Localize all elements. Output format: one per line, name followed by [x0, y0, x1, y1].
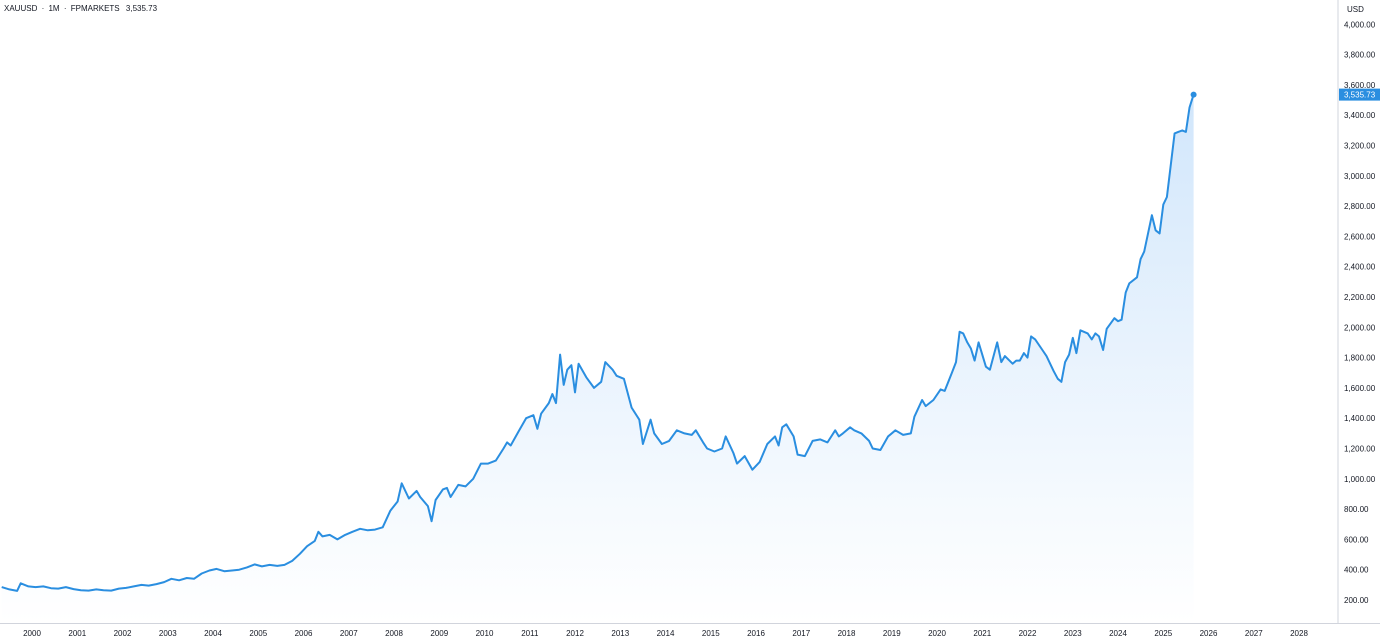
- y-tick-label: 2,400.00: [1344, 263, 1376, 272]
- symbol-name: XAUUSD: [4, 4, 38, 13]
- x-tick-label: 2023: [1064, 629, 1082, 638]
- exchange-label: FPMARKETS: [70, 4, 120, 13]
- x-tick-label: 2019: [883, 629, 901, 638]
- x-tick-label: 2018: [838, 629, 856, 638]
- x-tick-label: 2014: [657, 629, 675, 638]
- x-tick-label: 2013: [611, 629, 629, 638]
- last-price-tag: 3,535.73: [1339, 88, 1380, 101]
- symbol-legend[interactable]: XAUUSD · 1M · FPMARKETS 3,535.73: [4, 4, 157, 13]
- y-tick-label: 3,000.00: [1344, 172, 1376, 181]
- y-tick-label: 1,800.00: [1344, 354, 1376, 363]
- x-tick-label: 2025: [1154, 629, 1172, 638]
- x-tick-label: 2002: [114, 629, 132, 638]
- x-tick-label: 2028: [1290, 629, 1308, 638]
- x-tick-label: 2003: [159, 629, 177, 638]
- x-tick-label: 2008: [385, 629, 403, 638]
- x-tick-label: 2004: [204, 629, 222, 638]
- y-tick-label: 1,400.00: [1344, 414, 1376, 423]
- x-tick-label: 2005: [249, 629, 267, 638]
- x-tick-label: 2016: [747, 629, 765, 638]
- y-tick-label: 3,200.00: [1344, 142, 1376, 151]
- y-tick-label: 4,000.00: [1344, 20, 1376, 29]
- x-tick-label: 2010: [476, 629, 494, 638]
- x-tick-label: 2026: [1200, 629, 1218, 638]
- x-tick-label: 2009: [430, 629, 448, 638]
- last-point-group: [1190, 91, 1197, 98]
- y-tick-label: 2,000.00: [1344, 323, 1376, 332]
- legend-separator: ·: [63, 4, 67, 13]
- y-tick-label: 3,800.00: [1344, 51, 1376, 60]
- price-line-group: [1, 94, 1195, 592]
- y-tick-label: 1,000.00: [1344, 475, 1376, 484]
- y-tick-labels: 200.00 400.00 600.00 800.00 1,000.00 1,200.00…: [1344, 20, 1376, 605]
- x-tick-label: 2001: [68, 629, 86, 638]
- x-tick-label: 2027: [1245, 629, 1263, 638]
- x-tick-label: 2012: [566, 629, 584, 638]
- y-tick-label: 1,200.00: [1344, 445, 1376, 454]
- x-tick-label: 2024: [1109, 629, 1127, 638]
- y-tick-label: 2,600.00: [1344, 232, 1376, 241]
- x-tick-label: 2022: [1019, 629, 1037, 638]
- axes-group: USD: [0, 0, 1380, 624]
- x-tick-label: 2011: [521, 629, 539, 638]
- area-fill-group: [1, 94, 1194, 624]
- currency-label: USD: [1347, 5, 1364, 14]
- y-tick-label: 3,400.00: [1344, 111, 1376, 120]
- last-price-tag-background: [1339, 88, 1380, 101]
- y-tick-label: 3,600.00: [1344, 81, 1376, 90]
- area-fill: [1, 94, 1194, 624]
- x-tick-label: 2006: [295, 629, 313, 638]
- y-tick-label: 1,600.00: [1344, 384, 1376, 393]
- legend-separator: ·: [41, 4, 45, 13]
- x-tick-label: 2000: [23, 629, 41, 638]
- last-price-tag-value: 3,535.73: [1344, 91, 1376, 100]
- y-tick-label: 2,200.00: [1344, 293, 1376, 302]
- last-point-marker: [1190, 91, 1197, 98]
- x-tick-label: 2007: [340, 629, 358, 638]
- x-tick-label: 2017: [792, 629, 810, 638]
- x-tick-label: 2021: [973, 629, 991, 638]
- y-tick-label: 200.00: [1344, 596, 1369, 605]
- interval-label: 1M: [48, 4, 60, 13]
- x-tick-label: 2015: [702, 629, 720, 638]
- y-tick-label: 600.00: [1344, 535, 1369, 544]
- price-line: [1, 94, 1195, 592]
- y-tick-label: 400.00: [1344, 566, 1369, 575]
- last-price-value: 3,535.73: [125, 4, 158, 13]
- x-tick-labels: 2000 2001 2002 2003 2004 2005 2006 2007 2008 2009…: [23, 629, 1308, 638]
- y-tick-label: 800.00: [1344, 505, 1369, 514]
- y-tick-label: 2,800.00: [1344, 202, 1376, 211]
- x-tick-label: 2020: [928, 629, 946, 638]
